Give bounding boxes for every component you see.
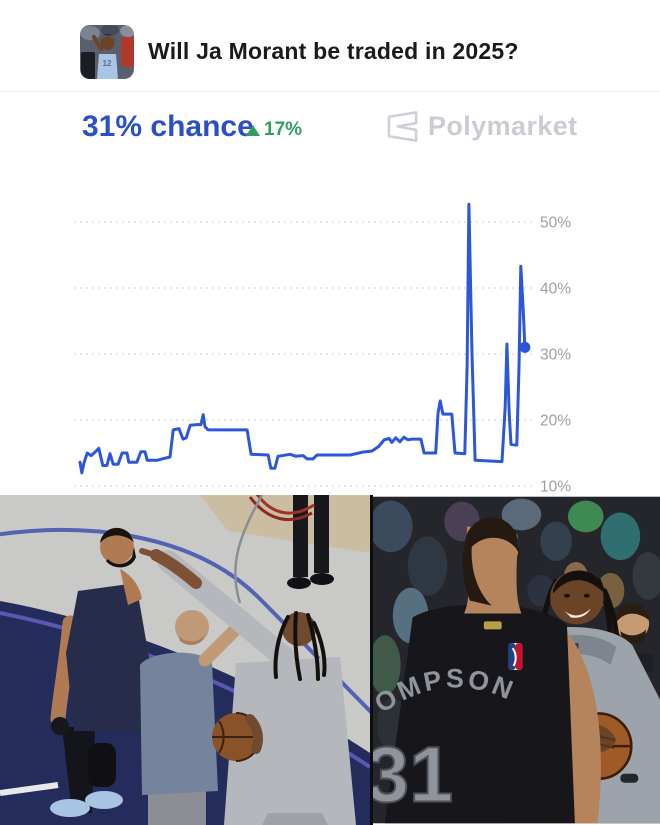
polymarket-wordmark: Polymarket: [428, 111, 578, 141]
pointing-finger: [139, 548, 158, 558]
jersey-number: 31: [370, 730, 453, 819]
change-value: 17%: [264, 119, 303, 140]
thumbnail-art: 12: [80, 25, 134, 79]
price-line: [78, 202, 527, 475]
sneaker: [50, 799, 90, 817]
polymarket-logo: Polymarket: [386, 110, 578, 143]
arm: [50, 615, 78, 727]
svg-text:40%: 40%: [540, 281, 571, 298]
chart-ytick-labels: 50% 40% 30% 20% 10%: [540, 215, 571, 496]
hand-on-ball: [245, 714, 263, 754]
hoop-net-cables: [234, 495, 315, 604]
svg-text:50%: 50%: [540, 215, 571, 232]
chart-gridlines: [74, 221, 532, 487]
svg-text:20%: 20%: [540, 413, 571, 430]
market-thumbnail: 12: [80, 25, 134, 79]
market-title: Will Ja Morant be traded in 2025?: [148, 38, 519, 64]
photo-right: OMPSON 31: [370, 495, 660, 825]
red-banner: [121, 37, 134, 67]
nba-logo-icon: [508, 643, 523, 670]
court-hash-left: [0, 782, 59, 796]
blue-shirt: [140, 652, 218, 795]
player-klay: [50, 527, 150, 817]
black-jersey: [384, 604, 575, 824]
svg-text:10%: 10%: [540, 479, 571, 496]
svg-text:30%: 30%: [540, 347, 571, 364]
up-arrow-icon: [246, 124, 260, 136]
navy-jersey: [66, 583, 150, 731]
photo-left: [0, 495, 370, 825]
market-header: 12 Will Ja Morant be traded in 2025?: [0, 0, 660, 92]
dreadlocks: [273, 611, 327, 681]
price-endpoint-dot: [519, 341, 531, 353]
ja-head: [550, 570, 604, 625]
price-chart: 50% 40% 30% 20% 10%: [74, 202, 571, 496]
klay-head: [100, 530, 134, 564]
chance-value: 31% chance: [82, 110, 254, 143]
pointing-arm: [150, 549, 202, 589]
change-indicator: 17%: [246, 119, 302, 141]
player-ja: [139, 548, 356, 825]
wristband: [620, 773, 639, 783]
sneaker: [85, 791, 123, 809]
dark-figure: [81, 52, 95, 79]
thumbnail-jersey-number: 12: [103, 59, 112, 68]
gray-hoodie: [224, 657, 356, 825]
polymarket-logo-icon: [387, 111, 418, 142]
photo-strip: OMPSON 31: [0, 495, 660, 825]
jersey: [97, 54, 118, 79]
bald-head: [175, 610, 209, 644]
beard: [106, 547, 136, 568]
beard: [620, 629, 647, 644]
smile: [564, 608, 591, 618]
official: [140, 610, 249, 825]
jersey-tag: [483, 621, 502, 630]
